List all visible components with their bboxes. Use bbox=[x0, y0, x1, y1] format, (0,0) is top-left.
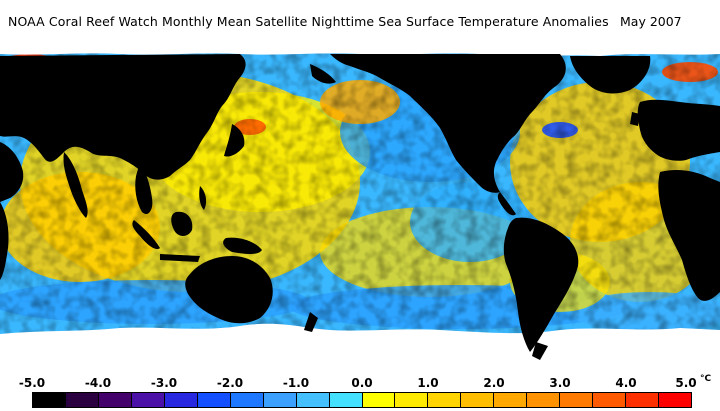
africa-east bbox=[0, 202, 9, 280]
colorbar-swatch bbox=[626, 393, 660, 407]
tick-label: 4.0 bbox=[615, 376, 637, 390]
tick-label: 2.0 bbox=[483, 376, 505, 390]
new-zealand bbox=[304, 312, 318, 332]
colorbar-swatch bbox=[131, 393, 165, 407]
colorbar-swatch bbox=[98, 393, 132, 407]
world-map-svg bbox=[0, 42, 720, 372]
map-title: NOAA Coral Reef Watch Monthly Mean Satel… bbox=[0, 10, 720, 34]
tick-label: -2.0 bbox=[216, 376, 244, 390]
sst-anomaly-map bbox=[0, 42, 720, 372]
land-masses bbox=[0, 54, 720, 360]
colorbar-swatch bbox=[362, 393, 396, 407]
india bbox=[63, 152, 88, 218]
north-america bbox=[330, 54, 566, 193]
africa bbox=[658, 170, 720, 301]
colorbar-swatch bbox=[461, 393, 495, 407]
colorbar-swatch bbox=[494, 393, 528, 407]
borneo bbox=[171, 211, 193, 236]
colorbar-swatch bbox=[197, 393, 231, 407]
color-legend: -5.0 -4.0 -3.0 -2.0 -1.0 0.0 1.0 2.0 3.0… bbox=[0, 372, 720, 411]
australia bbox=[185, 256, 273, 324]
colorbar bbox=[32, 392, 692, 408]
indochina bbox=[135, 162, 153, 215]
greenland bbox=[570, 56, 651, 94]
antarctic-peninsula bbox=[532, 342, 548, 360]
arabia bbox=[0, 142, 24, 202]
sumatra bbox=[132, 220, 160, 250]
philippines bbox=[199, 186, 207, 210]
colorbar-swatch bbox=[659, 393, 692, 407]
south-america bbox=[503, 217, 579, 352]
tick-label: 3.0 bbox=[549, 376, 571, 390]
colorbar-swatch bbox=[593, 393, 627, 407]
title-date: May 2007 bbox=[620, 14, 682, 29]
tick-label: 1.0 bbox=[417, 376, 439, 390]
colorbar-swatch bbox=[527, 393, 561, 407]
java bbox=[160, 254, 200, 262]
colorbar-swatch bbox=[33, 393, 66, 407]
tick-label: -1.0 bbox=[282, 376, 310, 390]
tick-label: -4.0 bbox=[84, 376, 112, 390]
unit-label: °C bbox=[700, 374, 712, 384]
tick-label: -3.0 bbox=[150, 376, 178, 390]
arctic-ice bbox=[0, 42, 720, 56]
tick-label: 5.0 bbox=[675, 376, 697, 390]
colorbar-swatch bbox=[164, 393, 198, 407]
british-isles bbox=[630, 112, 640, 126]
colorbar-swatch bbox=[560, 393, 594, 407]
colorbar-swatch bbox=[65, 393, 99, 407]
colorbar-swatch bbox=[230, 393, 264, 407]
tick-label: 0.0 bbox=[351, 376, 373, 390]
title-text: NOAA Coral Reef Watch Monthly Mean Satel… bbox=[8, 14, 609, 29]
colorbar-swatch bbox=[395, 393, 429, 407]
alaska bbox=[310, 64, 336, 84]
tick-label: -5.0 bbox=[18, 376, 46, 390]
new-guinea bbox=[223, 237, 262, 254]
colorbar-swatch bbox=[296, 393, 330, 407]
asia bbox=[0, 54, 246, 180]
europe bbox=[637, 99, 720, 161]
colorbar-swatch bbox=[428, 393, 462, 407]
japan bbox=[224, 124, 245, 157]
antarctica bbox=[0, 323, 720, 372]
central-america bbox=[497, 192, 516, 216]
colorbar-swatch bbox=[263, 393, 297, 407]
colorbar-swatch bbox=[329, 393, 363, 407]
